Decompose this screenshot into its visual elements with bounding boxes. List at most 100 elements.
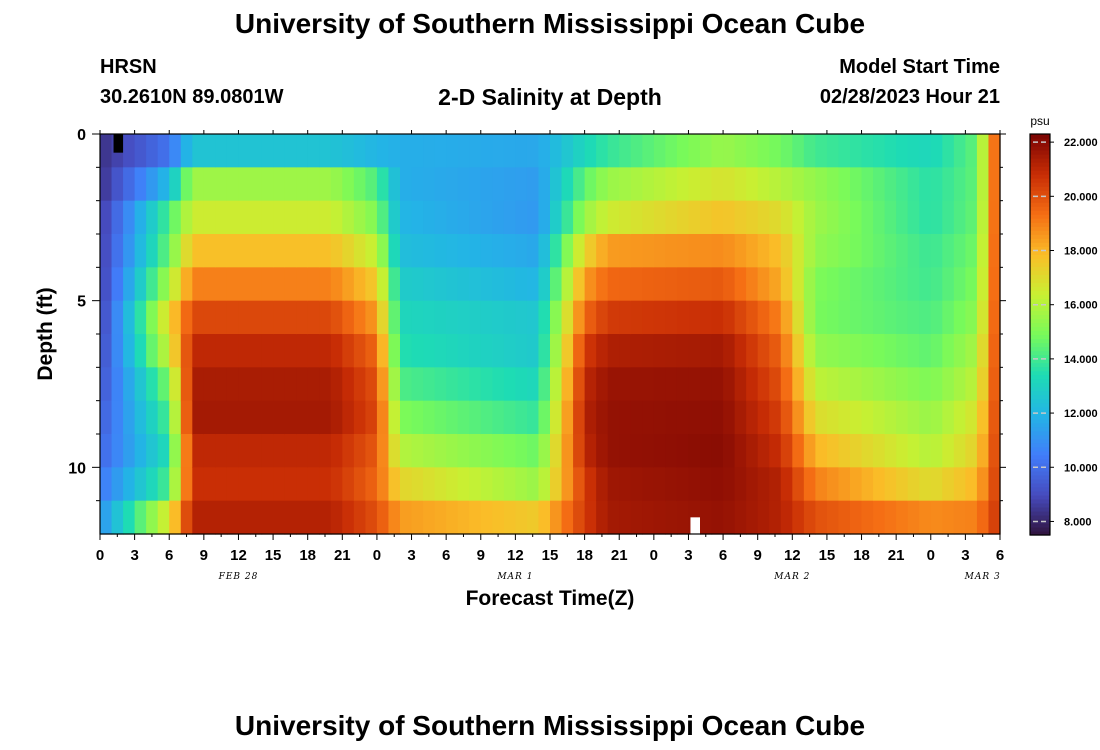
heatmap-cell [907,300,920,335]
heatmap-cell [492,334,505,368]
heatmap-cell [607,400,620,435]
heatmap-cell [919,400,932,435]
heatmap-cell [250,167,263,202]
heatmap-cell [538,300,551,335]
heatmap-cell [434,434,447,468]
heatmap-cell [411,467,424,502]
x-tick-label: 18 [576,547,593,564]
heatmap-cell [630,434,643,468]
heatmap-cell [584,300,597,335]
heatmap-cell [907,467,920,502]
heatmap-cell [296,334,309,368]
heatmap-cell [988,467,1001,502]
heatmap-cell [169,467,182,502]
heatmap-cell [284,367,297,402]
heatmap-cell [573,500,586,535]
heatmap-cell [353,134,366,168]
heatmap-cell [146,267,159,302]
heatmap-cell [330,334,343,368]
x-tick-label: 0 [650,547,658,564]
heatmap-cell [826,267,840,302]
heatmap-cell [273,434,286,468]
heatmap-cell [838,167,851,202]
heatmap-cell [169,500,182,535]
heatmap-cell [653,200,666,235]
heatmap-cell [596,267,609,302]
x-tick-label: 12 [784,547,801,564]
heatmap-cell [711,434,724,468]
heatmap-cell [411,234,424,268]
heatmap-cell [769,334,782,368]
heatmap-cell [850,400,863,435]
heatmap-cell [573,300,586,335]
heatmap-cell [250,400,263,435]
x-tick-label: 0 [373,547,381,564]
heatmap-cell [203,167,216,202]
colorbar-segment [1030,446,1050,452]
heatmap-cell [884,200,897,235]
heatmap-cell [123,467,136,502]
heatmap-cell [653,400,666,435]
heatmap-cell [861,234,874,268]
heatmap-cell [700,200,713,235]
heatmap-cell [353,400,366,435]
heatmap-cell [884,134,897,168]
colorbar-segment [1030,214,1050,219]
heatmap-cell [342,200,355,235]
heatmap-cell [169,267,182,302]
heatmap-cell [826,167,840,202]
heatmap-cell [169,234,182,268]
heatmap-cell [261,334,274,368]
colorbar-segment [1030,258,1050,263]
heatmap-cell [873,500,886,535]
heatmap-cell [803,467,816,502]
heatmap-cell [561,400,574,435]
heatmap-cell [953,267,966,302]
heatmap-cell [861,500,874,535]
heatmap-cell [400,234,413,268]
heatmap-cell [792,167,805,202]
heatmap-cell [942,300,955,335]
heatmap-cell [676,234,690,268]
heatmap-cell [803,434,816,468]
heatmap-cell [353,234,366,268]
heatmap-cell [515,467,528,502]
colorbar-segment [1030,522,1050,528]
heatmap-cell [930,434,943,468]
heatmap-cell [700,500,713,535]
heatmap-cell [573,400,586,435]
colorbar-segment [1030,150,1050,155]
heatmap-cell [526,167,540,202]
heatmap-cell [226,134,240,168]
heatmap-cell [261,400,274,435]
heatmap-cell [723,300,736,335]
heatmap-cell [192,367,205,402]
heatmap-cell [988,500,1001,535]
heatmap-cell [780,167,793,202]
colorbar-segment [1030,394,1050,400]
heatmap-cell [226,400,240,435]
heatmap-cell [596,167,609,202]
heatmap-cell [503,467,516,502]
colorbar-segment [1030,306,1050,312]
heatmap-cell [630,367,643,402]
heatmap-cell [446,267,459,302]
colorbar-segment [1030,138,1050,143]
colorbar-segment [1030,358,1050,364]
heatmap-cell [607,200,620,235]
heatmap-cell [180,167,193,202]
heatmap-cell [619,200,632,235]
heatmap-cell [815,467,828,502]
heatmap-cell [169,167,182,202]
heatmap-cell [642,467,655,502]
heatmap-cell [457,334,470,368]
heatmap-cell [503,234,516,268]
heatmap-cell [192,134,205,168]
colorbar-segment [1030,454,1050,460]
heatmap-cell [388,167,401,202]
x-tick-label: 12 [230,547,247,564]
heatmap-cell [769,400,782,435]
heatmap-cell [388,200,401,235]
heatmap-cell [596,500,609,535]
heatmap-cell [896,367,909,402]
